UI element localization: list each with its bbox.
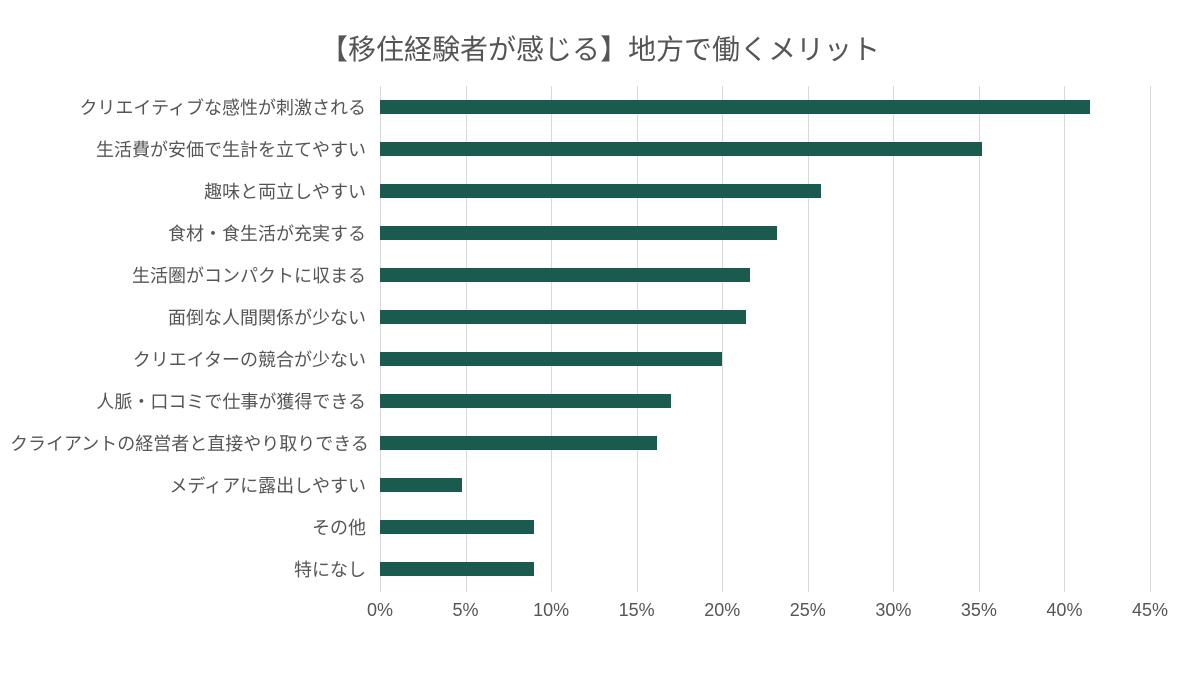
bar-category-label: その他 bbox=[10, 514, 380, 540]
x-tick-label: 45% bbox=[1132, 600, 1168, 621]
bar bbox=[380, 562, 534, 576]
bar-category-label: 生活費が安価で生計を立てやすい bbox=[10, 136, 380, 162]
bar bbox=[380, 394, 671, 408]
bar-row: 面倒な人間関係が少ない bbox=[380, 296, 1150, 338]
bar bbox=[380, 310, 746, 324]
x-axis: 0%5%10%15%20%25%30%35%40%45% bbox=[380, 592, 1150, 626]
bar-row: メディアに露出しやすい bbox=[380, 464, 1150, 506]
bar bbox=[380, 226, 777, 240]
bar bbox=[380, 352, 722, 366]
bar-row: 生活圏がコンパクトに収まる bbox=[380, 254, 1150, 296]
bar bbox=[380, 436, 657, 450]
gridline bbox=[1150, 86, 1151, 592]
plot-region: 0%5%10%15%20%25%30%35%40%45%クリエイティブな感性が刺… bbox=[380, 86, 1150, 626]
bar-row: クリエイティブな感性が刺激される bbox=[380, 86, 1150, 128]
x-tick-label: 25% bbox=[790, 600, 826, 621]
bar-row: 食材・食生活が充実する bbox=[380, 212, 1150, 254]
bar-row: 趣味と両立しやすい bbox=[380, 170, 1150, 212]
x-tick-label: 30% bbox=[875, 600, 911, 621]
chart-title: 【移住経験者が感じる】地方で働くメリット bbox=[0, 0, 1200, 86]
bar bbox=[380, 100, 1090, 114]
bar-category-label: 趣味と両立しやすい bbox=[10, 178, 380, 204]
bar-row: 特になし bbox=[380, 548, 1150, 590]
bar bbox=[380, 184, 821, 198]
bar-category-label: メディアに露出しやすい bbox=[10, 472, 380, 498]
chart-area: 0%5%10%15%20%25%30%35%40%45%クリエイティブな感性が刺… bbox=[380, 86, 1150, 626]
x-tick-label: 40% bbox=[1046, 600, 1082, 621]
bar bbox=[380, 520, 534, 534]
bar-row: クリエイターの競合が少ない bbox=[380, 338, 1150, 380]
bar-row: 生活費が安価で生計を立てやすい bbox=[380, 128, 1150, 170]
bar-category-label: クリエイターの競合が少ない bbox=[10, 346, 380, 372]
bar bbox=[380, 268, 750, 282]
bar-category-label: 面倒な人間関係が少ない bbox=[10, 304, 380, 330]
bar-category-label: 生活圏がコンパクトに収まる bbox=[10, 262, 380, 288]
x-tick-label: 15% bbox=[619, 600, 655, 621]
bar-category-label: クリエイティブな感性が刺激される bbox=[10, 94, 380, 120]
x-tick-label: 10% bbox=[533, 600, 569, 621]
bar-category-label: 特になし bbox=[10, 556, 380, 582]
bar-row: 人脈・口コミで仕事が獲得できる bbox=[380, 380, 1150, 422]
bar-row: その他 bbox=[380, 506, 1150, 548]
x-tick-label: 0% bbox=[367, 600, 393, 621]
x-tick-label: 20% bbox=[704, 600, 740, 621]
bar bbox=[380, 478, 462, 492]
bar bbox=[380, 142, 982, 156]
x-tick-label: 35% bbox=[961, 600, 997, 621]
bar-category-label: 食材・食生活が充実する bbox=[10, 220, 380, 246]
bar-row: クライアントの経営者と直接やり取りできる bbox=[380, 422, 1150, 464]
x-tick-label: 5% bbox=[453, 600, 479, 621]
bar-category-label: 人脈・口コミで仕事が獲得できる bbox=[10, 388, 380, 414]
bar-category-label: クライアントの経営者と直接やり取りできる bbox=[10, 430, 380, 456]
